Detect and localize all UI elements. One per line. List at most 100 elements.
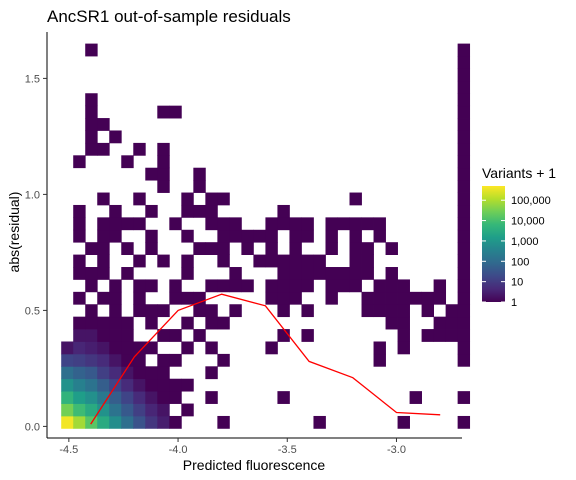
x-tick-label: -3.0 (387, 444, 406, 456)
heatmap-cell (217, 415, 230, 429)
heatmap-cell (121, 267, 134, 280)
heatmap-cell (169, 291, 182, 305)
heatmap-cell (73, 204, 86, 218)
heatmap-cell (457, 155, 471, 169)
heatmap-cell (265, 291, 278, 305)
heatmap-cell (265, 229, 278, 243)
heatmap-cell (73, 254, 86, 268)
heatmap-cell (121, 366, 134, 380)
heatmap-cell (385, 304, 398, 318)
heatmap-cell (157, 353, 170, 367)
heatmap-cell (97, 267, 110, 280)
heatmap-cell (85, 267, 98, 280)
heatmap-cell (433, 279, 447, 293)
heatmap-cell (397, 291, 410, 305)
heatmap-cell (109, 316, 122, 330)
axes: -4.5 -4.0 -3.5 -3.0 0.0 0.5 1.0 1.5 (25, 32, 462, 456)
heatmap-cell (145, 304, 158, 318)
heatmap-cell (457, 68, 471, 82)
x-tick-label: -4.0 (169, 444, 188, 456)
heatmap-cell (61, 378, 74, 392)
heatmap-cell (193, 304, 206, 318)
heatmap-cell (157, 167, 170, 181)
heatmap-cell (73, 229, 86, 243)
heatmap-cell (145, 167, 158, 181)
heatmap-cell (181, 378, 194, 392)
heatmap-cell (133, 366, 146, 380)
heatmap-cell (145, 316, 158, 330)
heatmap-cell (97, 242, 110, 255)
heatmap-cell (457, 43, 471, 57)
heatmap-cell (373, 229, 386, 243)
heatmap-cell (385, 267, 398, 280)
heatmap-cell (157, 366, 170, 380)
heatmap-cell (301, 217, 314, 231)
heatmap-cell (349, 217, 362, 231)
heatmap-cell (289, 279, 302, 293)
heatmap-cell (169, 105, 182, 119)
heatmap-cell (349, 229, 362, 243)
heatmap-cell (73, 291, 86, 305)
heatmap-cell (361, 304, 374, 318)
heatmap-cell (325, 267, 338, 280)
heatmap-cell (109, 341, 122, 355)
heatmap-cell (85, 378, 98, 392)
heatmap-cell (205, 341, 218, 355)
heatmap-cell (457, 316, 471, 330)
heatmap-cell (145, 366, 158, 380)
heatmap-cell (109, 329, 122, 342)
heatmap-cell (73, 217, 86, 231)
heatmap-cell (289, 267, 302, 280)
heatmap-cell (109, 353, 122, 367)
heatmap-cell (85, 43, 98, 57)
heatmap-cell (169, 353, 182, 367)
heatmap-cell (61, 415, 74, 429)
heatmap-cell (457, 341, 471, 355)
heatmap-cell (133, 279, 146, 293)
heatmap-cell (205, 316, 218, 330)
heatmap-cell (337, 267, 350, 280)
heatmap-cell (289, 229, 302, 243)
heatmap-cell (85, 304, 98, 318)
heatmap-cell (157, 105, 170, 119)
heatmap-cell (133, 254, 146, 268)
heatmap-cell (109, 229, 122, 243)
heatmap-cell (457, 291, 471, 305)
heatmap-cell (445, 329, 459, 342)
heatmap-cell (457, 304, 471, 318)
heatmap-cell (121, 341, 134, 355)
heatmap-cell (217, 254, 230, 268)
heatmap-cells (61, 43, 471, 429)
heatmap-cell (397, 304, 410, 318)
heatmap-cell (181, 316, 194, 330)
heatmap-cell (325, 217, 338, 231)
heatmap-cell (145, 204, 158, 218)
heatmap-cell (301, 254, 314, 268)
heatmap-cell (457, 167, 471, 181)
heatmap-cell (325, 229, 338, 243)
y-tick-label: 1.5 (25, 73, 40, 85)
heatmap-cell (97, 118, 110, 131)
trend-line-layer (90, 293, 441, 425)
heatmap-cell (205, 391, 218, 404)
heatmap-cell (457, 130, 471, 144)
heatmap-cell (169, 415, 182, 429)
heatmap-cell (205, 217, 218, 231)
heatmap-cell (193, 204, 206, 218)
heatmap-cell (361, 217, 374, 231)
heatmap-cell (169, 217, 182, 231)
chart-title: AncSR1 out-of-sample residuals (47, 7, 291, 26)
heatmap-cell (133, 192, 146, 206)
heatmap-cell (241, 242, 254, 255)
heatmap-cell (373, 304, 386, 318)
heatmap-cell (457, 118, 471, 131)
heatmap-cell (457, 142, 471, 156)
heatmap-cell (133, 353, 146, 367)
heatmap-cell (97, 316, 110, 330)
heatmap-cell (85, 105, 98, 119)
heatmap-cell (313, 415, 326, 429)
heatmap-cell (409, 291, 422, 305)
heatmap-cell (85, 130, 98, 144)
heatmap-cell (277, 204, 290, 218)
heatmap-cell (265, 242, 278, 255)
